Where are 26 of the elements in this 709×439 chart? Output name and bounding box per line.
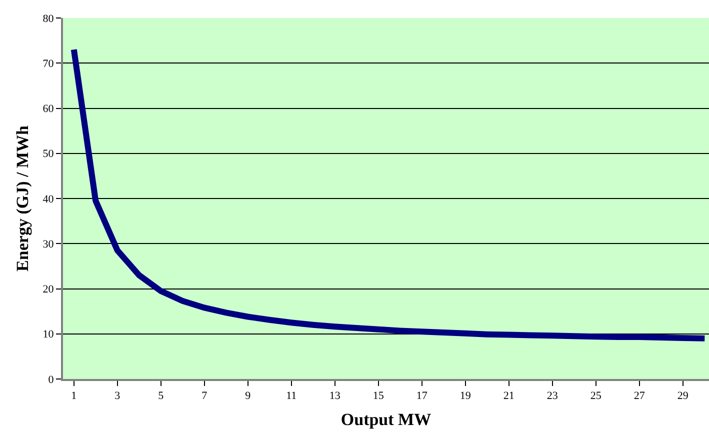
x-tick-label: 11 xyxy=(286,390,297,402)
y-tick-label: 20 xyxy=(42,284,54,296)
x-tick-label: 3 xyxy=(114,390,121,402)
x-tick-label: 17 xyxy=(416,390,428,402)
x-tick-label: 21 xyxy=(503,390,514,402)
x-tick-label: 9 xyxy=(245,390,252,402)
x-axis-title: Output MW xyxy=(340,410,432,430)
y-tick-label: 60 xyxy=(42,103,54,116)
x-tick-label: 5 xyxy=(158,390,164,402)
x-tick-label: 29 xyxy=(677,390,689,402)
x-tick-label: 15 xyxy=(372,390,384,402)
y-tick-label: 10 xyxy=(42,328,54,341)
x-tick-label: 7 xyxy=(202,390,208,402)
y-tick-label: 70 xyxy=(42,58,54,70)
y-tick-label: 50 xyxy=(42,148,54,160)
y-axis-title: Energy (GJ) / MWh xyxy=(12,125,32,272)
x-tick-label: 25 xyxy=(590,390,602,402)
y-tick-label: 80 xyxy=(42,12,54,25)
x-tick-label: 1 xyxy=(71,390,77,402)
x-tick-label: 23 xyxy=(546,390,558,402)
x-tick-label: 13 xyxy=(329,390,341,402)
y-tick-label: 30 xyxy=(42,238,54,250)
y-tick-label: 40 xyxy=(42,193,54,206)
y-tick-label: 0 xyxy=(48,374,54,386)
x-tick-label: 19 xyxy=(460,390,472,402)
x-tick-label: 27 xyxy=(634,390,646,402)
